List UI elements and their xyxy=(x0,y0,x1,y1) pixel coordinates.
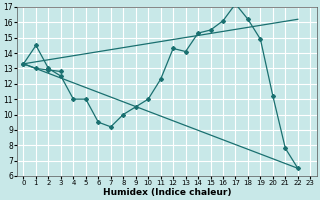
X-axis label: Humidex (Indice chaleur): Humidex (Indice chaleur) xyxy=(103,188,231,197)
